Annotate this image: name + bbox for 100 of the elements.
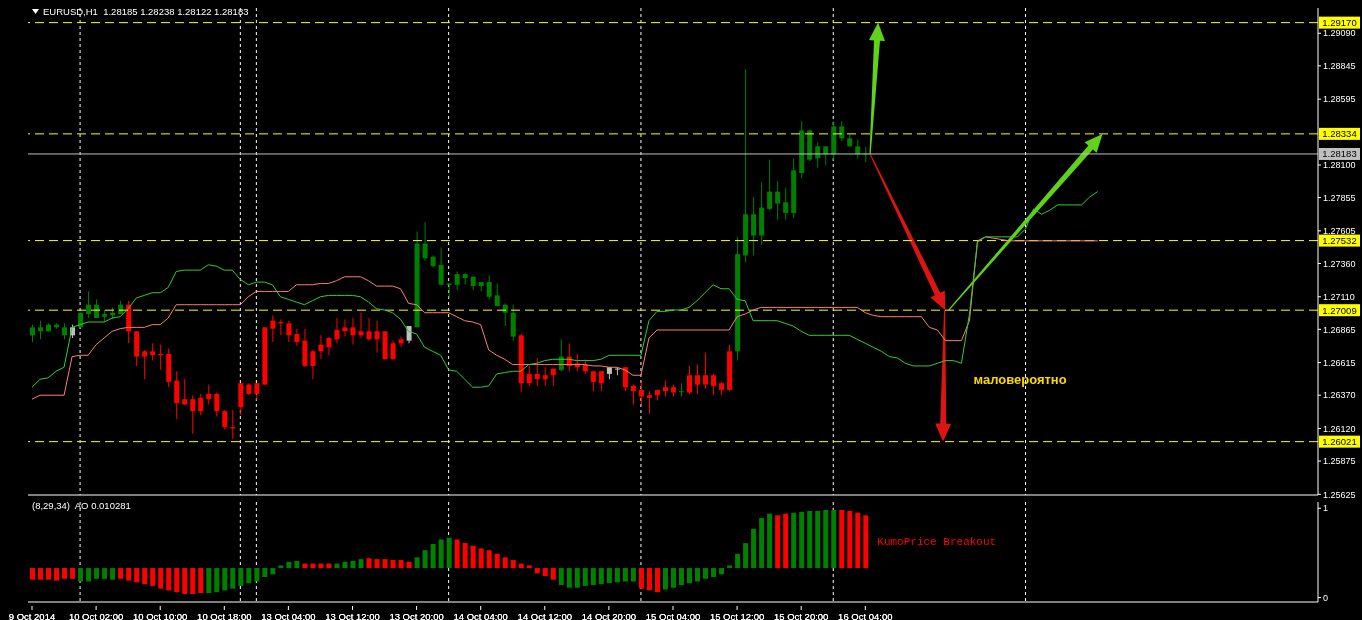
x-tick-label: 13 Oct 04:00: [261, 611, 316, 620]
bar: [670, 568, 676, 588]
bar: [582, 568, 588, 586]
chart-title: (8,29,34) AO 0.010281: [32, 500, 131, 511]
candlestick: [711, 373, 717, 396]
y-tick-label: 1.27855: [1323, 192, 1356, 203]
x-tick-label: 14 Oct 20:00: [581, 611, 637, 620]
bar: [126, 568, 132, 581]
bar: [614, 568, 620, 583]
candlestick: [326, 336, 332, 356]
candlestick: [598, 370, 604, 392]
bar: [174, 568, 180, 593]
bar: [703, 568, 709, 579]
x-tick-label: 9 Oct 2014: [8, 611, 56, 620]
bar: [206, 568, 212, 594]
candlestick: [703, 352, 709, 390]
bar: [518, 563, 524, 569]
bar: [350, 560, 356, 569]
candlestick: [398, 336, 404, 348]
bar: [566, 568, 572, 588]
x-tick-label: 15 Oct 12:00: [709, 611, 765, 620]
y-tick-label: 1.26615: [1323, 357, 1356, 368]
bar: [342, 561, 348, 569]
bar: [318, 563, 324, 569]
ref-line-label: 1.27532: [1322, 235, 1357, 247]
bar: [158, 568, 164, 589]
candlestick: [646, 390, 652, 415]
bar: [767, 513, 773, 569]
chart-title: EURUSD,H1 1.28185 1.28238 1.28122 1.28183: [43, 6, 249, 17]
bar: [494, 553, 500, 569]
line-series: [31, 191, 1099, 388]
bar: [526, 565, 532, 569]
bar: [406, 561, 412, 569]
y-tick-label: 1.28100: [1323, 160, 1356, 171]
bar: [374, 559, 380, 569]
bar: [550, 568, 556, 580]
x-tick-label: 14 Oct 04:00: [453, 611, 508, 620]
bar: [863, 515, 869, 569]
candlestick: [206, 384, 212, 406]
bar: [390, 560, 396, 569]
bar: [478, 548, 484, 569]
bar: [358, 559, 364, 569]
candlestick: [783, 187, 789, 221]
bar: [711, 568, 717, 577]
candlestick: [534, 357, 540, 387]
candlestick: [342, 318, 348, 338]
candlestick: [358, 312, 364, 339]
bar: [751, 528, 757, 569]
bar: [695, 568, 701, 582]
bar: [719, 568, 725, 575]
bar: [214, 568, 220, 593]
candlestick: [542, 366, 548, 387]
candlestick: [214, 392, 220, 417]
bar: [646, 568, 652, 591]
y-tick-label: 1.28845: [1323, 61, 1356, 72]
line-series: [31, 236, 1099, 400]
bar: [230, 568, 236, 589]
bar: [254, 568, 260, 582]
bar: [30, 568, 35, 580]
bar: [462, 543, 468, 569]
bar: [310, 563, 316, 569]
candlestick: [695, 364, 701, 395]
candlestick: [839, 120, 845, 142]
x-tick-label: 10 Oct 02:00: [68, 611, 124, 620]
x-tick-label: 10 Oct 10:00: [133, 611, 188, 620]
candlestick: [630, 384, 636, 406]
bar: [142, 568, 148, 585]
bar: [542, 568, 548, 577]
bar: [326, 563, 332, 569]
bar: [382, 559, 388, 569]
bar: [855, 512, 861, 569]
bar: [398, 560, 404, 569]
candlestick: [590, 370, 596, 392]
bar: [334, 563, 340, 569]
bar: [630, 568, 636, 582]
bar: [422, 550, 428, 569]
y-tick-label: 1.26370: [1323, 390, 1356, 401]
candlestick: [366, 317, 372, 342]
x-tick-label: 13 Oct 20:00: [389, 611, 444, 620]
bar: [270, 568, 276, 575]
candlestick: [142, 349, 148, 380]
x-tick-label: 16 Oct 04:00: [838, 611, 893, 620]
bar: [815, 510, 821, 569]
candlestick: [679, 382, 685, 398]
bar: [679, 568, 685, 586]
candlestick: [182, 378, 188, 406]
y-tick-label: 1.25625: [1323, 489, 1356, 500]
ref-line-label: 1.29170: [1322, 17, 1357, 29]
bar: [198, 568, 204, 594]
candlestick: [510, 304, 516, 342]
bar: [775, 515, 781, 569]
y-tick-label: 1.25875: [1323, 456, 1356, 467]
candlestick: [294, 328, 300, 347]
candlestick: [422, 221, 428, 262]
x-tick-label: 13 Oct 12:00: [325, 611, 380, 620]
candlestick: [350, 317, 356, 346]
bar: [86, 568, 92, 582]
candlestick: [687, 365, 693, 395]
candlestick: [767, 159, 773, 211]
bar: [502, 557, 508, 569]
